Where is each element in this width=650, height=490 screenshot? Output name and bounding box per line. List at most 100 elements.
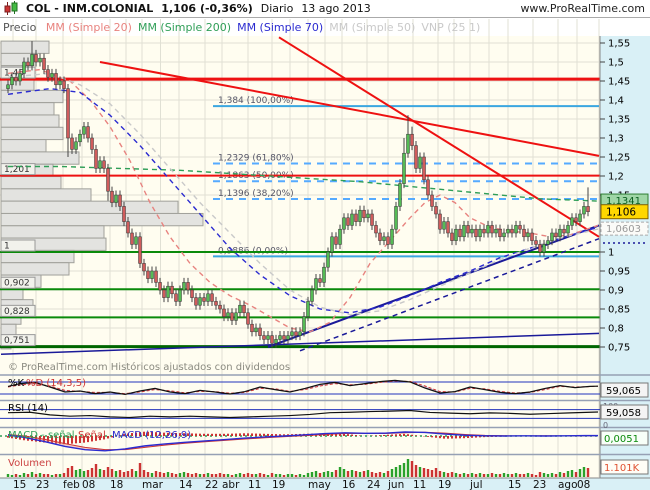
time-tick: 19 bbox=[272, 479, 285, 490]
ma-mm50 bbox=[7, 72, 599, 316]
last-price: 1,106 (-0,36%) bbox=[161, 2, 253, 15]
price-axis: 1,551,51,451,41,351,31,251,21,1510,950,9… bbox=[599, 36, 649, 478]
time-tick: abr bbox=[222, 479, 240, 490]
time-tick: 08 bbox=[577, 479, 590, 490]
price-tick: 1,2 bbox=[608, 172, 624, 183]
ma-mm70 bbox=[7, 87, 599, 314]
time-tick: 14 bbox=[179, 479, 193, 490]
stochastic-panel: %K %D (14,3,5) 59,065 bbox=[0, 378, 649, 398]
time-tick: 11 bbox=[248, 479, 261, 490]
legend-item-1[interactable]: MM (Simple 20) bbox=[45, 21, 132, 34]
price-tick: 1,55 bbox=[608, 39, 630, 50]
ma-mm50 bbox=[7, 72, 599, 316]
time-tick: 23 bbox=[533, 479, 546, 490]
ma-mm70 bbox=[7, 87, 599, 314]
time-tick: jul bbox=[469, 479, 483, 490]
instrument-title: COL - INM.COLONIAL bbox=[26, 2, 154, 15]
price-tick: 1,45 bbox=[608, 77, 630, 88]
last-price-box bbox=[600, 204, 649, 220]
macd-line bbox=[7, 431, 598, 452]
macd-value-box bbox=[600, 430, 649, 446]
ma-mm20 bbox=[7, 68, 599, 333]
macd-panel: MACD - señal Señal MACD (12,26,9) 0,0051 bbox=[0, 430, 649, 452]
legend-item-4[interactable]: MM (Simple 50) bbox=[329, 21, 416, 34]
svg-text:1,1396 (38,20%): 1,1396 (38,20%) bbox=[218, 189, 294, 199]
ma-mm20 bbox=[7, 68, 599, 333]
time-tick: 15 bbox=[13, 479, 26, 490]
svg-text:0,828: 0,828 bbox=[4, 307, 30, 317]
price-tick: 0,9 bbox=[608, 286, 624, 297]
svg-text:1,0603: 1,0603 bbox=[606, 224, 641, 235]
stoch-value-box bbox=[600, 382, 649, 398]
legend-item-precio[interactable]: Precio bbox=[3, 21, 37, 34]
price-tick: 0,8 bbox=[608, 324, 624, 335]
time-tick: 19 bbox=[438, 479, 451, 490]
rsi-line bbox=[7, 409, 599, 419]
date-label: 13 ago 2013 bbox=[301, 2, 371, 15]
svg-text:MACD (12,26,9): MACD (12,26,9) bbox=[112, 430, 191, 441]
svg-text:1,45: 1,45 bbox=[4, 69, 24, 79]
price-tick: 1,5 bbox=[608, 58, 624, 69]
plot-watermark: © ProRealTime.com Históricos ajustados c… bbox=[8, 361, 290, 373]
svg-text:1,106: 1,106 bbox=[606, 207, 636, 219]
time-axis: 15 23 feb 08 18 mar 14 22 abr 11 19 may 16 24 jun 11 19 j… bbox=[0, 477, 650, 490]
time-tick: 18 bbox=[110, 479, 123, 490]
time-tick: feb bbox=[63, 479, 80, 490]
svg-text:1,2329 (61,80%): 1,2329 (61,80%) bbox=[218, 153, 294, 163]
indicator-legend: Precio MM (Simple 20) MM (Simple 200) MM (… bbox=[3, 21, 486, 34]
svg-text:1,1341: 1,1341 bbox=[606, 196, 641, 207]
svg-text:1: 1 bbox=[4, 242, 10, 252]
time-tick: may bbox=[308, 479, 331, 490]
price-tick: 1,3 bbox=[608, 134, 624, 145]
panel-dividers bbox=[0, 374, 650, 456]
ma50-value-box bbox=[600, 221, 649, 236]
watermark: © ProRealTime.com Históricos ajustados c… bbox=[8, 361, 290, 373]
time-tick: 16 bbox=[342, 479, 356, 490]
rsi-label: RSI (14) bbox=[8, 403, 48, 414]
svg-text:0,902: 0,902 bbox=[4, 279, 30, 289]
svg-text:1,384 (100,00%): 1,384 (100,00%) bbox=[218, 96, 294, 106]
rsi-value-box bbox=[600, 404, 649, 420]
volume-value-box bbox=[600, 459, 649, 475]
svg-text:0: 0 bbox=[603, 421, 608, 430]
time-tick: 23 bbox=[36, 479, 49, 490]
candlestick-app-icon bbox=[4, 1, 18, 15]
price-change: (-0,36%) bbox=[199, 2, 253, 15]
legend-item-5[interactable]: VNP (25 1) bbox=[421, 21, 481, 34]
time-tick: 08 bbox=[82, 479, 95, 490]
price-tick: 0,75 bbox=[608, 343, 630, 354]
svg-text:0,0051: 0,0051 bbox=[604, 434, 639, 445]
price-tick: 1 bbox=[608, 248, 614, 259]
price-tick: 0,95 bbox=[608, 267, 630, 278]
price-tick: 1,35 bbox=[608, 115, 630, 126]
price-tick: 0,85 bbox=[608, 305, 630, 316]
candles bbox=[6, 41, 590, 348]
time-tick: 11 bbox=[413, 479, 426, 490]
time-tick: jun bbox=[387, 479, 404, 490]
timeframe-label[interactable]: Diario bbox=[260, 2, 294, 15]
macd-label: MACD - señal bbox=[8, 430, 75, 441]
volume-label: Volumen bbox=[8, 458, 52, 469]
legend-item-2[interactable]: MM (Simple 200) bbox=[137, 21, 232, 34]
resistance-shallow bbox=[99, 61, 600, 157]
svg-text:0,751: 0,751 bbox=[4, 336, 30, 346]
volume-panel: Volumen 1.101K bbox=[6, 458, 649, 477]
time-tick: 22 bbox=[205, 479, 218, 490]
svg-text:Señal: Señal bbox=[78, 430, 106, 441]
title-bar: COL - INM.COLONIAL 1,106 (-0,36%) Diario… bbox=[0, 0, 650, 18]
svg-text:59,065: 59,065 bbox=[606, 386, 641, 397]
svg-text:1.101K: 1.101K bbox=[604, 463, 640, 474]
time-tick: ago bbox=[558, 479, 578, 490]
resistance-steep bbox=[278, 36, 600, 238]
stoch-d-line bbox=[7, 380, 599, 395]
stoch-k-line bbox=[7, 379, 599, 396]
time-tick: 15 bbox=[508, 479, 521, 490]
svg-text:1,201: 1,201 bbox=[4, 165, 30, 175]
stoch-label: %K bbox=[8, 378, 25, 389]
price-tick: 1,4 bbox=[608, 96, 624, 107]
legend-item-3[interactable]: MM (Simple 70) bbox=[237, 21, 324, 34]
price-tick: 1,25 bbox=[608, 153, 630, 164]
svg-text:%D (14,3,5): %D (14,3,5) bbox=[26, 378, 86, 389]
